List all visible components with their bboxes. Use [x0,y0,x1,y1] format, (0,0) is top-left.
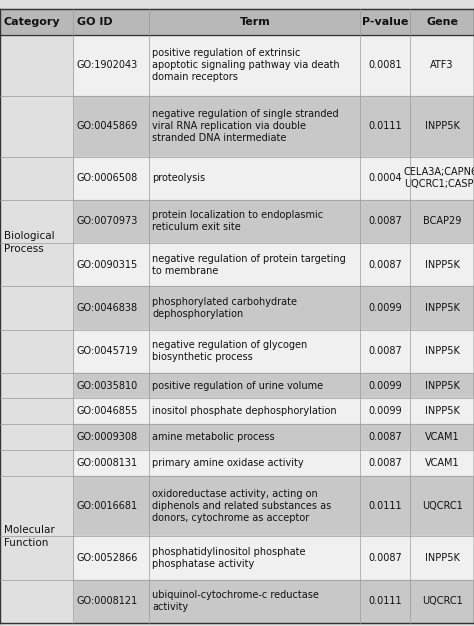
Text: GO:0046855: GO:0046855 [76,406,137,416]
Bar [0,329,474,372]
Text: GO:0009308: GO:0009308 [76,432,137,442]
Text: Gene: Gene [426,18,458,28]
Text: 0.0004: 0.0004 [368,173,402,183]
Text: GO:0045719: GO:0045719 [76,346,137,356]
Text: INPP5K: INPP5K [425,303,459,313]
Bar [0,35,474,96]
Text: UQCRC1: UQCRC1 [422,596,462,606]
Text: BCAP29: BCAP29 [423,217,461,227]
Text: GO:0046838: GO:0046838 [76,303,137,313]
Text: negative regulation of single stranded
viral RNA replication via double
stranded: negative regulation of single stranded v… [152,109,339,143]
Bar [0,399,474,424]
Text: 0.0111: 0.0111 [368,121,402,131]
Text: GO:0070973: GO:0070973 [76,217,137,227]
Text: ubiquinol-cytochrome-c reductase
activity: ubiquinol-cytochrome-c reductase activit… [152,590,319,612]
Bar [0,286,474,329]
Bar [0,450,73,623]
Text: INPP5K: INPP5K [425,381,459,391]
Text: INPP5K: INPP5K [425,346,459,356]
Text: GO:0006508: GO:0006508 [76,173,137,183]
Bar [0,536,474,580]
Text: Molecular
Function: Molecular Function [4,525,55,548]
Text: INPP5K: INPP5K [425,553,459,563]
Text: VCAM1: VCAM1 [425,458,459,468]
Text: GO:0008131: GO:0008131 [76,458,137,468]
Text: primary amine oxidase activity: primary amine oxidase activity [152,458,304,468]
Text: 0.0099: 0.0099 [368,406,402,416]
Text: GO:0035810: GO:0035810 [76,381,137,391]
Text: 0.0087: 0.0087 [368,260,402,270]
Bar [0,156,474,200]
Text: VCAM1: VCAM1 [425,432,459,442]
Text: 0.0087: 0.0087 [368,346,402,356]
Bar [0,9,474,35]
Text: CELA3A;CAPN6;
UQCRC1;CASP2: CELA3A;CAPN6; UQCRC1;CASP2 [403,167,474,189]
Text: 0.0081: 0.0081 [368,61,402,71]
Text: 0.0111: 0.0111 [368,501,402,511]
Bar [0,476,474,536]
Text: 0.0087: 0.0087 [368,553,402,563]
Text: GO:0016681: GO:0016681 [76,501,137,511]
Text: GO:0052866: GO:0052866 [76,553,137,563]
Text: phosphatidylinositol phosphate
phosphatase activity: phosphatidylinositol phosphate phosphata… [152,547,306,569]
Text: 0.0087: 0.0087 [368,432,402,442]
Text: Biological
Process: Biological Process [4,232,55,254]
Text: positive regulation of urine volume: positive regulation of urine volume [152,381,323,391]
Bar [0,200,474,243]
Text: GO:0090315: GO:0090315 [76,260,137,270]
Text: INPP5K: INPP5K [425,260,459,270]
Bar [0,35,73,450]
Text: INPP5K: INPP5K [425,406,459,416]
Text: GO:0045869: GO:0045869 [76,121,137,131]
Text: P-value: P-value [362,18,408,28]
Bar [0,372,474,399]
Bar [0,96,474,156]
Bar [0,450,474,476]
Text: amine metabolic process: amine metabolic process [152,432,275,442]
Text: phosphorylated carbohydrate
dephosphorylation: phosphorylated carbohydrate dephosphoryl… [152,297,297,319]
Text: 0.0099: 0.0099 [368,303,402,313]
Text: positive regulation of extrinsic
apoptotic signaling pathway via death
domain re: positive regulation of extrinsic apoptot… [152,48,340,83]
Text: Term: Term [239,18,270,28]
Text: GO:1902043: GO:1902043 [76,61,137,71]
Text: 0.0099: 0.0099 [368,381,402,391]
Text: proteolysis: proteolysis [152,173,205,183]
Text: UQCRC1: UQCRC1 [422,501,462,511]
Text: 0.0111: 0.0111 [368,596,402,606]
Text: 0.0087: 0.0087 [368,458,402,468]
Bar [0,580,474,623]
Text: 0.0087: 0.0087 [368,217,402,227]
Text: oxidoreductase activity, acting on
diphenols and related substances as
donors, c: oxidoreductase activity, acting on diphe… [152,489,331,523]
Text: negative regulation of protein targeting
to membrane: negative regulation of protein targeting… [152,254,346,275]
Bar [0,243,474,286]
Text: negative regulation of glycogen
biosynthetic process: negative regulation of glycogen biosynth… [152,340,308,362]
Text: inositol phosphate dephosphorylation: inositol phosphate dephosphorylation [152,406,337,416]
Text: Category: Category [4,18,60,28]
Bar [0,424,474,450]
Text: ATF3: ATF3 [430,61,454,71]
Text: GO:0008121: GO:0008121 [76,596,137,606]
Text: GO ID: GO ID [77,18,113,28]
Text: INPP5K: INPP5K [425,121,459,131]
Text: protein localization to endoplasmic
reticulum exit site: protein localization to endoplasmic reti… [152,210,323,232]
